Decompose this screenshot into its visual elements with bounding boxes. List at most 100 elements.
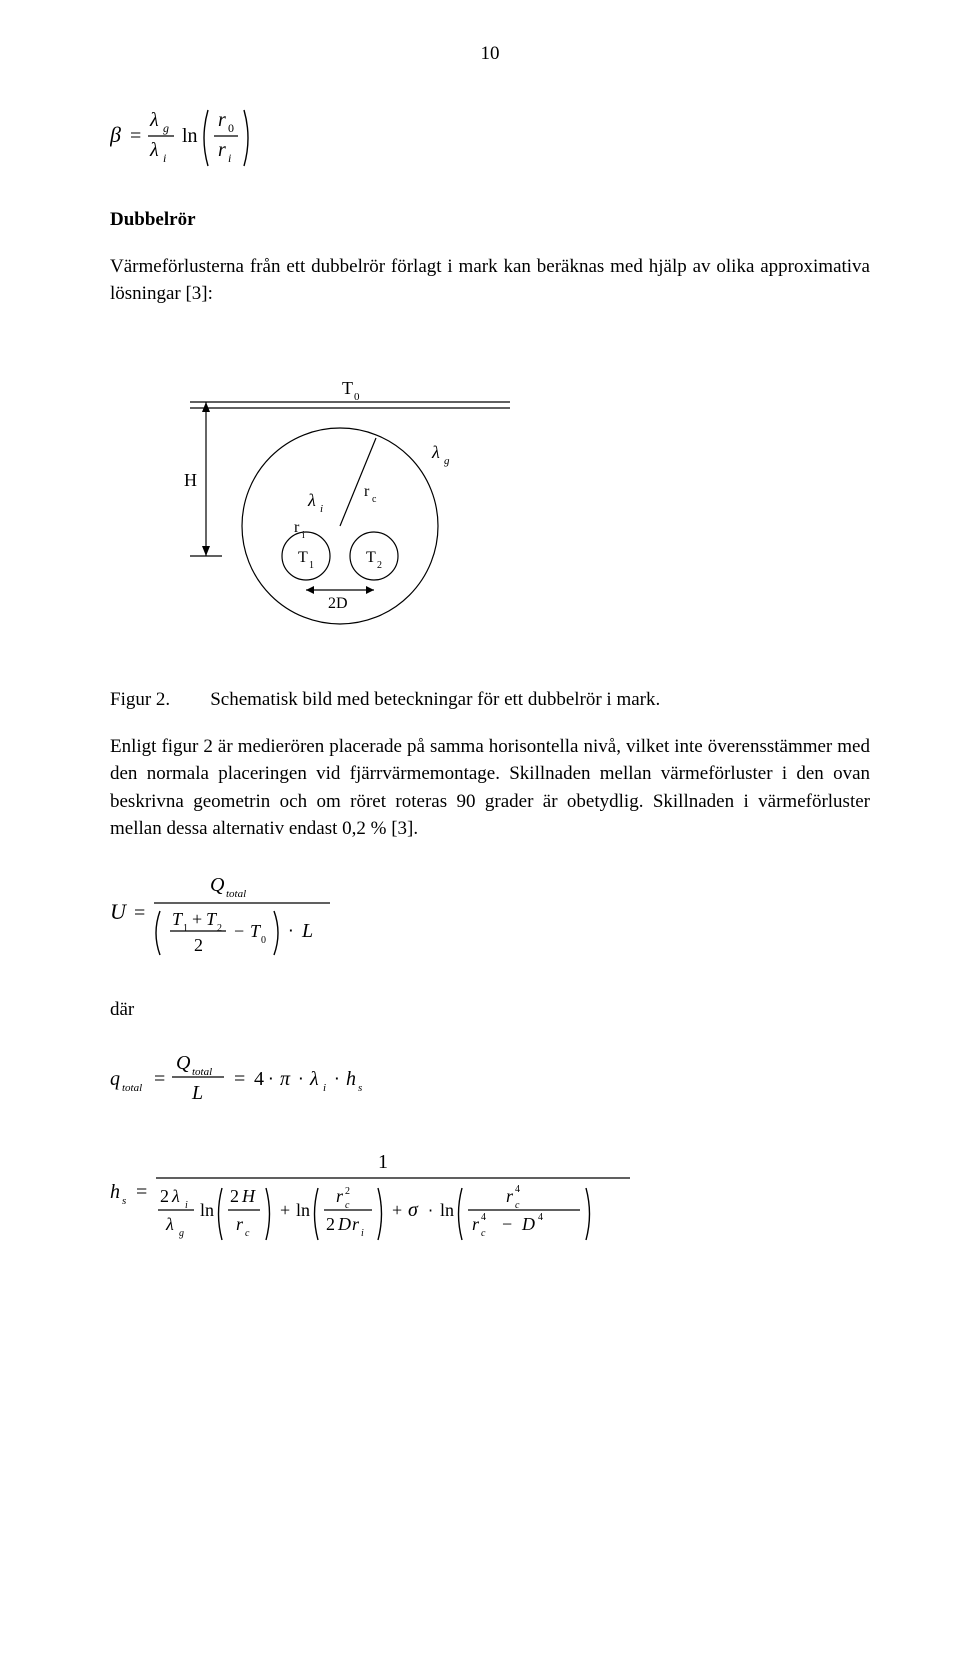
lambda-g-sub: g — [163, 121, 169, 135]
label-T2: T — [366, 549, 376, 566]
label-lambda-i-sub: i — [320, 503, 323, 515]
two-d-arrow-l — [306, 586, 314, 594]
T1s: 1 — [183, 923, 188, 934]
equation-U: U = Q total T 1 + T 2 2 − T 0 — [110, 865, 870, 974]
H: H — [241, 1186, 256, 1206]
ri2s: i — [361, 1228, 364, 1239]
minus: − — [234, 921, 244, 941]
lp1 — [219, 1188, 223, 1240]
plus: + — [192, 909, 202, 929]
hsub: s — [122, 1195, 126, 1207]
equation-beta: β = λ g λ i ln r 0 r i — [110, 98, 870, 185]
dot4: ⋅ — [428, 1203, 433, 1220]
rc2: r — [336, 1186, 344, 1206]
lam-a: λ — [171, 1186, 180, 1206]
D1: D — [337, 1214, 351, 1234]
eq-sign: = — [130, 125, 141, 147]
rc3s: c — [515, 1200, 520, 1211]
lambda-sub: i — [323, 1082, 326, 1094]
Q-sub: total — [192, 1066, 212, 1078]
D4sup: 4 — [538, 1212, 543, 1223]
lparen-1 — [204, 110, 208, 166]
lam-a-sub: i — [185, 1200, 188, 1211]
beta-symbol: β — [110, 122, 121, 147]
ln3: ln — [440, 1200, 454, 1220]
L: L — [301, 920, 313, 942]
label-rc: r — [364, 483, 370, 500]
eq: = — [136, 1181, 147, 1203]
ln-1: ln — [182, 125, 198, 147]
figure-2-caption: Figur 2. Schematisk bild med beteckninga… — [110, 686, 870, 714]
dot: ⋅ — [288, 921, 294, 941]
eq2: = — [234, 1068, 245, 1090]
eq1: = — [154, 1068, 165, 1090]
h: h — [346, 1068, 356, 1090]
rp3 — [586, 1188, 590, 1240]
lam-b-sub: g — [179, 1228, 184, 1239]
q-sub: total — [122, 1082, 142, 1094]
r0: r — [218, 109, 226, 131]
rp1 — [266, 1188, 270, 1240]
h: h — [110, 1181, 120, 1203]
rc3: r — [506, 1186, 514, 1206]
rc2sup: 2 — [345, 1186, 350, 1197]
two-a: 2 — [160, 1186, 169, 1206]
rc2s: c — [345, 1200, 350, 1211]
label-ri: r — [294, 519, 300, 536]
q: q — [110, 1068, 120, 1090]
ri: r — [218, 139, 226, 161]
lam-b: λ — [165, 1214, 174, 1234]
twoD2: 2 — [326, 1214, 335, 1234]
ln1: ln — [200, 1200, 214, 1220]
dot2: ⋅ — [298, 1069, 304, 1089]
label-T2-sub: 2 — [377, 560, 382, 571]
Q: Q — [210, 874, 225, 896]
lambda-i-sub: i — [163, 151, 166, 165]
plus1: + — [280, 1200, 290, 1220]
heading-dubbelror: Dubbelrör — [110, 206, 870, 234]
label-lambda-g-sub: g — [444, 455, 450, 467]
lambda-g: λ — [149, 109, 159, 131]
figure-2-svg: T 0 λ g λ i r c r i H T 1 T 2 — [110, 348, 530, 648]
lparen — [156, 911, 160, 955]
U: U — [110, 899, 128, 924]
L: L — [191, 1082, 203, 1104]
para-2: Enligt figur 2 är medierören placerade p… — [110, 733, 870, 843]
rp2 — [378, 1188, 382, 1240]
rc3sup: 4 — [515, 1184, 520, 1195]
pi: π — [280, 1068, 291, 1090]
label-ri-sub: i — [302, 530, 305, 541]
minus4: − — [502, 1214, 512, 1234]
one: 1 — [378, 1151, 388, 1173]
H2: 2 — [230, 1186, 239, 1206]
rc1: r — [236, 1214, 244, 1234]
T0s: 0 — [261, 935, 266, 946]
rc1s: c — [245, 1228, 250, 1239]
plus2: + — [392, 1200, 402, 1220]
label-rc-sub: c — [372, 494, 377, 505]
rparen-1 — [244, 110, 248, 166]
label-lambda-i: λ — [307, 490, 316, 510]
dot1: ⋅ — [268, 1069, 274, 1089]
sigma: σ — [408, 1199, 419, 1221]
ln2: ln — [296, 1200, 310, 1220]
lp3 — [459, 1188, 463, 1240]
h-arrow-up — [202, 402, 210, 412]
D4: D — [521, 1214, 535, 1234]
lp2 — [315, 1188, 319, 1240]
rparen — [274, 911, 278, 955]
Q: Q — [176, 1052, 191, 1074]
Q-sub: total — [226, 888, 246, 900]
lambda: λ — [309, 1068, 319, 1090]
label-lambda-g: λ — [431, 442, 440, 462]
dar-label: där — [110, 996, 870, 1024]
label-H: H — [184, 470, 197, 490]
para-1: Värmeförlusterna från ett dubbelrör förl… — [110, 253, 870, 308]
label-T1-sub: 1 — [309, 560, 314, 571]
dot3: ⋅ — [334, 1069, 340, 1089]
label-2D: 2D — [328, 595, 348, 612]
figure-2-caption-text: Schematisk bild med beteckningar för ett… — [210, 686, 660, 714]
ri-sub: i — [228, 151, 231, 165]
page-number: 10 — [110, 40, 870, 68]
rc4sup: 4 — [481, 1212, 486, 1223]
